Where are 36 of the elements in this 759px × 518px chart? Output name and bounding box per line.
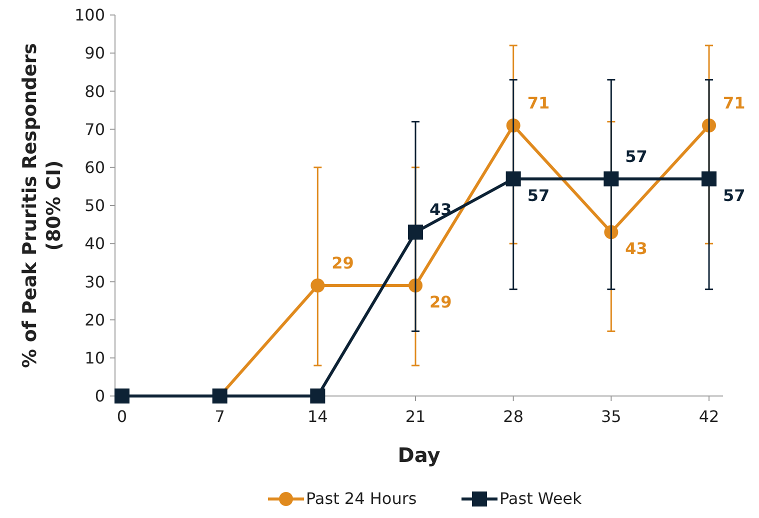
- y-tick-label: 50: [84, 196, 105, 216]
- data-label: 57: [723, 186, 746, 205]
- data-label: 57: [625, 146, 648, 166]
- x-tick-label: 14: [307, 407, 328, 426]
- y-tick-label: 90: [84, 44, 105, 63]
- x-tick-label: 35: [601, 407, 622, 426]
- data-label: 57: [527, 186, 550, 205]
- y-tick-label: 20: [84, 310, 105, 330]
- y-tick-label: 40: [84, 234, 105, 254]
- point: [310, 278, 325, 293]
- point: [702, 171, 717, 186]
- point: [604, 171, 619, 186]
- y-tick-label: 30: [84, 272, 105, 292]
- y-tick-label: 70: [84, 120, 105, 139]
- x-tick-label: 7: [214, 407, 225, 426]
- data-label: 29: [332, 254, 354, 273]
- point: [506, 171, 521, 186]
- x-tick-label: 28: [503, 407, 524, 426]
- y-tick-label: 100: [74, 6, 105, 25]
- data-label: 43: [625, 239, 648, 258]
- point: [310, 388, 326, 404]
- x-tick-label: 42: [698, 407, 720, 426]
- data-label: 71: [723, 93, 746, 112]
- legend-label: Past Week: [500, 489, 582, 508]
- data-label: 29: [430, 292, 452, 312]
- y-tick-label: 60: [84, 158, 105, 177]
- point: [408, 224, 424, 240]
- x-tick-label: 0: [116, 407, 128, 426]
- data-label: 71: [527, 93, 550, 112]
- x-tick-label: 21: [405, 407, 426, 426]
- y-tick-label: 0: [94, 386, 105, 406]
- y-axis-title: % of Peak Pruritis Responders (80% CI): [19, 43, 65, 368]
- legend-label: Past 24 Hours: [306, 489, 417, 508]
- y-tick-label: 10: [84, 348, 105, 368]
- x-axis-title: Day: [398, 443, 440, 467]
- y-tick-label: 80: [84, 82, 105, 101]
